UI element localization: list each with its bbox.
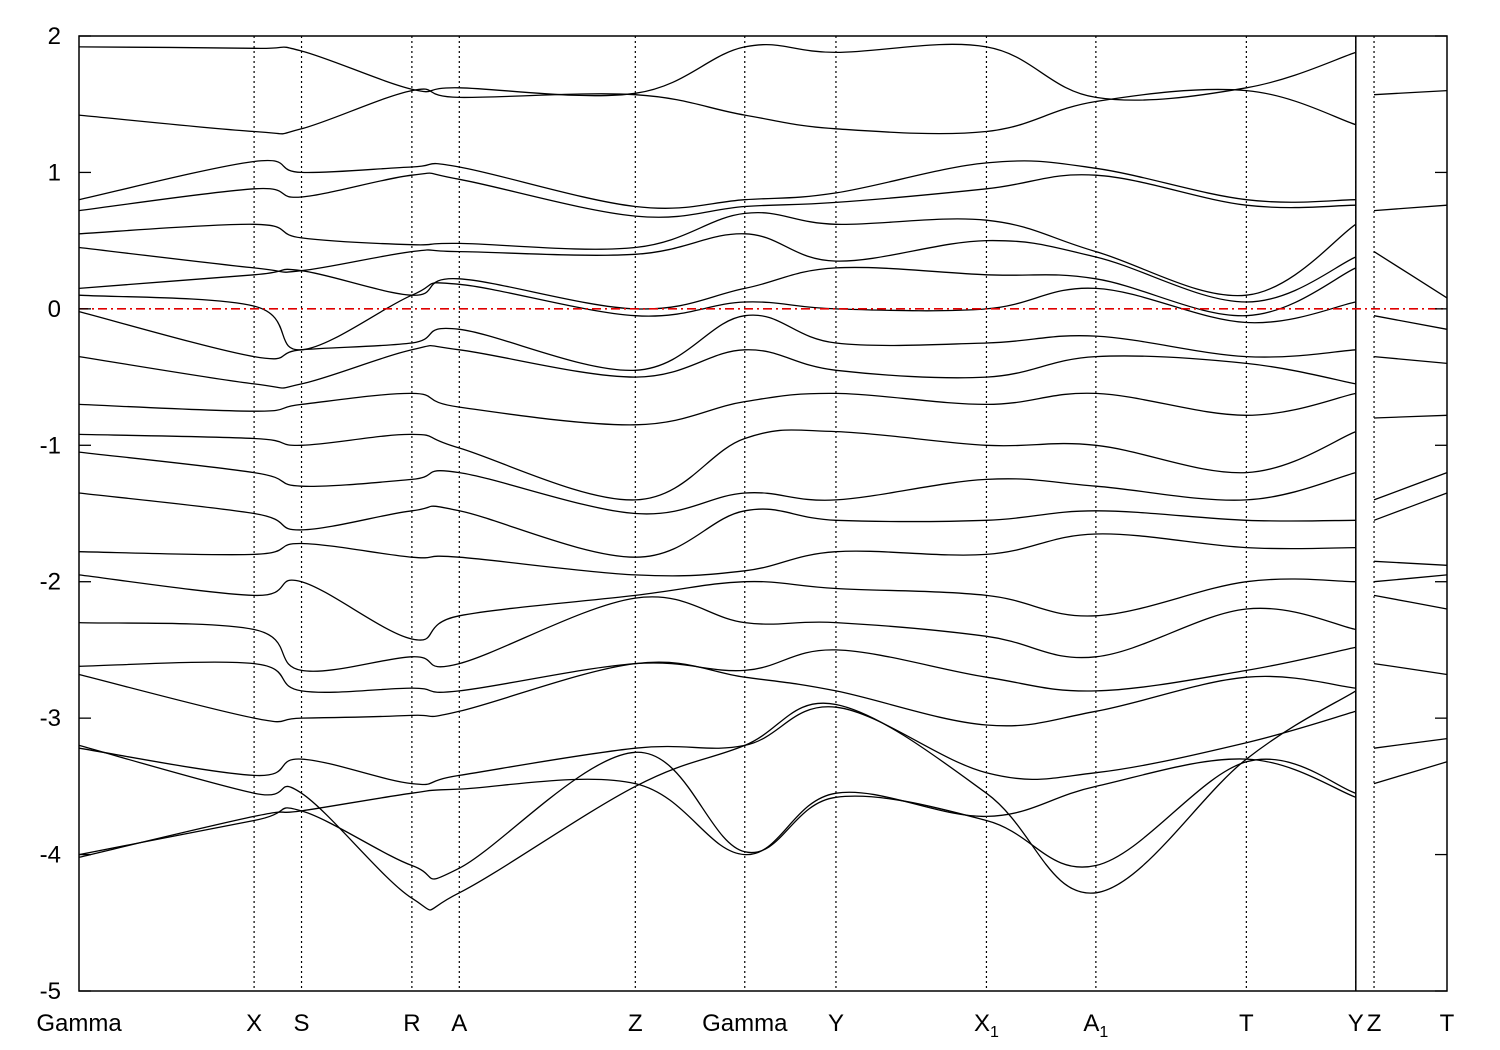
kpoint-label: A1 (1083, 1010, 1108, 1041)
band-line (78, 596, 1356, 672)
band-line (1373, 89, 1448, 96)
y-tick-label: 0 (48, 296, 61, 323)
band-line (1373, 737, 1448, 749)
band-line (78, 159, 1356, 209)
y-tick-label: 2 (48, 23, 61, 50)
kpoint-label: Y (828, 1010, 844, 1037)
band-line (1373, 251, 1448, 299)
band-line (78, 344, 1356, 389)
band-line (78, 533, 1356, 577)
band-line (78, 661, 1356, 727)
band-line (1373, 414, 1448, 419)
band-line (78, 43, 1357, 101)
kpoint-label: X1 (974, 1010, 999, 1041)
kpoint-label: Y (1348, 1010, 1364, 1037)
band-line (78, 690, 1357, 911)
kpoint-label: Gamma (702, 1010, 788, 1037)
band-line (1373, 204, 1448, 212)
kpoint-label: Z (1367, 1010, 1382, 1037)
band-line (1373, 761, 1448, 785)
band-line (1373, 574, 1448, 583)
band-line (78, 211, 1357, 297)
band-line (78, 758, 1357, 858)
kpoint-label: Gamma (36, 1010, 122, 1037)
band-line (1373, 662, 1448, 676)
band-line (78, 310, 1356, 371)
band-line (78, 233, 1357, 303)
kpath-lines (253, 36, 1375, 991)
y-tick-label: -3 (40, 705, 61, 732)
band-line (78, 392, 1356, 426)
band-line (1373, 315, 1448, 330)
kpoint-label: T (1239, 1010, 1254, 1037)
band-line (78, 282, 1356, 351)
band-line (1373, 492, 1448, 521)
bands-layer (78, 43, 1448, 911)
kpoint-label: Z (628, 1010, 643, 1037)
band-line (78, 706, 1356, 786)
kpoint-label: T (1440, 1010, 1455, 1037)
y-tick-label: -2 (40, 569, 61, 596)
kpoint-label: A (451, 1010, 467, 1037)
y-tick-label: -5 (40, 978, 61, 1005)
band-line (1373, 560, 1448, 566)
y-tick-label: -4 (40, 842, 61, 869)
band-line (78, 451, 1356, 515)
x-axis-kpoint-labels: Gamma X S R A Z Gamma Y X1 A1 T Y Z T (36, 1010, 1454, 1041)
band-line (78, 429, 1357, 501)
y-tick-label: -1 (40, 432, 61, 459)
plot-frame (78, 35, 1448, 992)
band-line (78, 646, 1356, 693)
kpoint-label: X (246, 1010, 262, 1037)
band-line (78, 492, 1356, 558)
band-line (78, 266, 1357, 317)
band-line (78, 574, 1356, 641)
y-axis-ticks: -5 -4 -3 -2 -1 0 1 2 (40, 23, 1447, 1005)
band-line (1373, 355, 1448, 365)
band-line (78, 88, 1356, 135)
band-line (1373, 471, 1448, 501)
kpoint-label: S (294, 1010, 310, 1037)
band-line (1373, 594, 1448, 610)
y-tick-label: 1 (48, 159, 61, 186)
kpoint-label: R (403, 1010, 420, 1037)
band-line (78, 172, 1356, 218)
band-line (78, 751, 1356, 880)
